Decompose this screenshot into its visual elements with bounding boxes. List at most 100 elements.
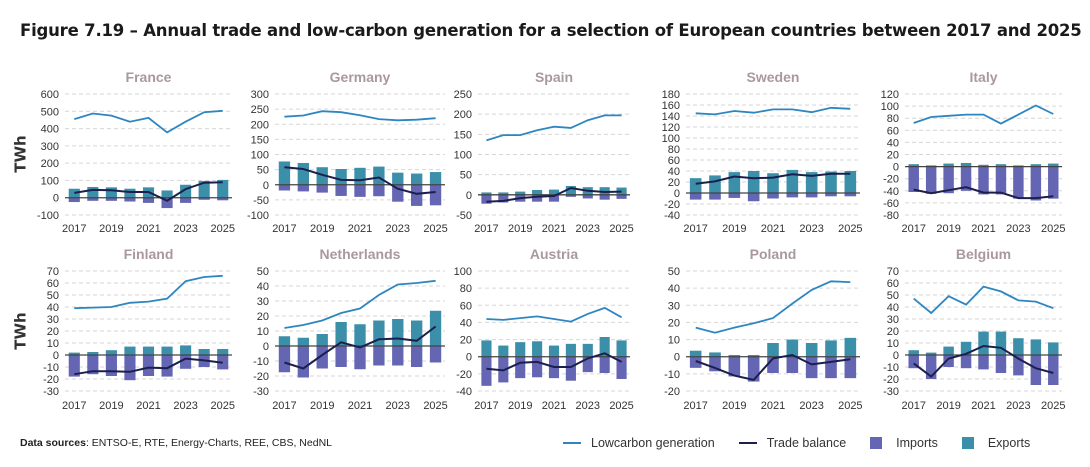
x-tick-label: 2023 [173,223,197,235]
export-bar [767,173,779,193]
y-tick-label: -100 [247,210,269,222]
y-tick-label: -10 [664,369,680,381]
y-tick-label: -10 [253,356,269,368]
y-tick-label: 10 [257,326,269,338]
export-bar [825,171,837,193]
import-bar [943,355,954,367]
x-tick-label: 2017 [272,400,296,412]
panel-title: Finland [124,246,174,262]
export-bar [844,337,857,357]
import-bar [844,356,857,379]
x-tick-label: 2017 [474,223,498,235]
import-bar [297,346,309,378]
trade-balance-line [284,166,436,195]
import-bar [767,356,779,373]
y-tick-label: 0 [674,352,680,364]
import-bar [297,184,309,192]
import-bar [767,193,779,199]
x-tick-label: 2021 [761,400,785,412]
lowcarbon-line [913,104,1054,125]
y-tick-label: 30 [47,314,59,326]
export-bar [515,342,526,357]
import-bar [354,184,366,197]
export-bar [908,350,919,355]
export-bar [142,346,155,355]
import-bar [728,193,741,198]
export-bar [217,179,229,198]
import-bar [316,184,328,193]
panel-title: Belgium [956,246,1011,262]
import-bar [411,184,423,206]
import-bar [943,166,954,194]
y-tick-label: 300 [41,141,59,153]
x-tick-label: 2017 [474,400,498,412]
panel-austria: Austria -40 -20 0 20 40 60 80 100 2017 2019 2021 202… [454,246,634,412]
x-tick-label: 2025 [838,400,862,412]
import-bar [198,197,210,200]
import-bar [960,166,972,191]
y-tick-label: -80 [883,210,899,222]
import-bar [335,184,347,196]
x-tick-label: 2019 [508,400,532,412]
y-tick-label: 10 [668,335,680,347]
x-tick-label: 2025 [1041,400,1065,412]
export-bar [373,166,385,185]
import-bar [908,355,919,369]
import-bar [599,194,610,200]
export-bar [411,320,423,346]
import-bar [978,355,989,370]
export-bar [124,346,136,355]
export-bar [532,189,543,195]
y-tick-label: 80 [460,283,472,295]
x-tick-label: 2025 [609,400,633,412]
y-tick-label: 50 [460,170,472,182]
x-tick-label: 2025 [609,223,633,235]
panel-germany: Germany -100 -50 0 50 100 150 200 250 300 2017 2019… [247,69,448,235]
x-tick-label: 2023 [386,400,410,412]
x-tick-label: 2017 [901,223,925,235]
import-bar [995,166,1007,195]
trade-balance-line [486,352,623,372]
lowcarbon-line [486,114,622,142]
export-bar [960,341,972,355]
y-tick-label: 20 [47,326,59,338]
import-bar [786,193,799,198]
trade-balance-line [486,186,622,203]
panel-title: Sweden [747,69,800,85]
y-tick-label: 500 [41,106,59,118]
y-tick-label: 40 [47,302,59,314]
y-tick-label: -20 [253,371,269,383]
import-bar [180,197,192,203]
export-bar [124,188,136,198]
export-bar [1048,342,1059,355]
y-tick-label: 100 [454,266,472,278]
y-tick-label: 50 [887,290,899,302]
export-bar [481,340,492,357]
panel-title: Italy [969,69,997,85]
export-bar [217,349,229,355]
export-bar [995,164,1007,167]
y-tick-label: -40 [664,210,680,222]
export-bar [105,187,117,198]
y-tick-label: 100 [251,150,269,162]
y-tick-label: 20 [668,177,680,189]
export-bar [582,343,593,357]
x-tick-label: 2021 [761,223,785,235]
export-bar [747,355,760,357]
y-tick-label: 30 [887,314,899,326]
x-tick-label: 2025 [1041,223,1065,235]
y-tick-label: 0 [263,180,269,192]
import-bar [995,355,1007,373]
y-tick-label: 160 [662,100,680,112]
export-bar [481,192,492,195]
y-tick-label: -20 [883,174,899,186]
y-tick-label: -50 [456,210,472,222]
import-bar [411,346,423,367]
x-tick-label: 2025 [210,400,234,412]
legend-swatch [738,442,757,444]
import-bar [87,355,99,375]
lowcarbon-line [486,306,623,323]
